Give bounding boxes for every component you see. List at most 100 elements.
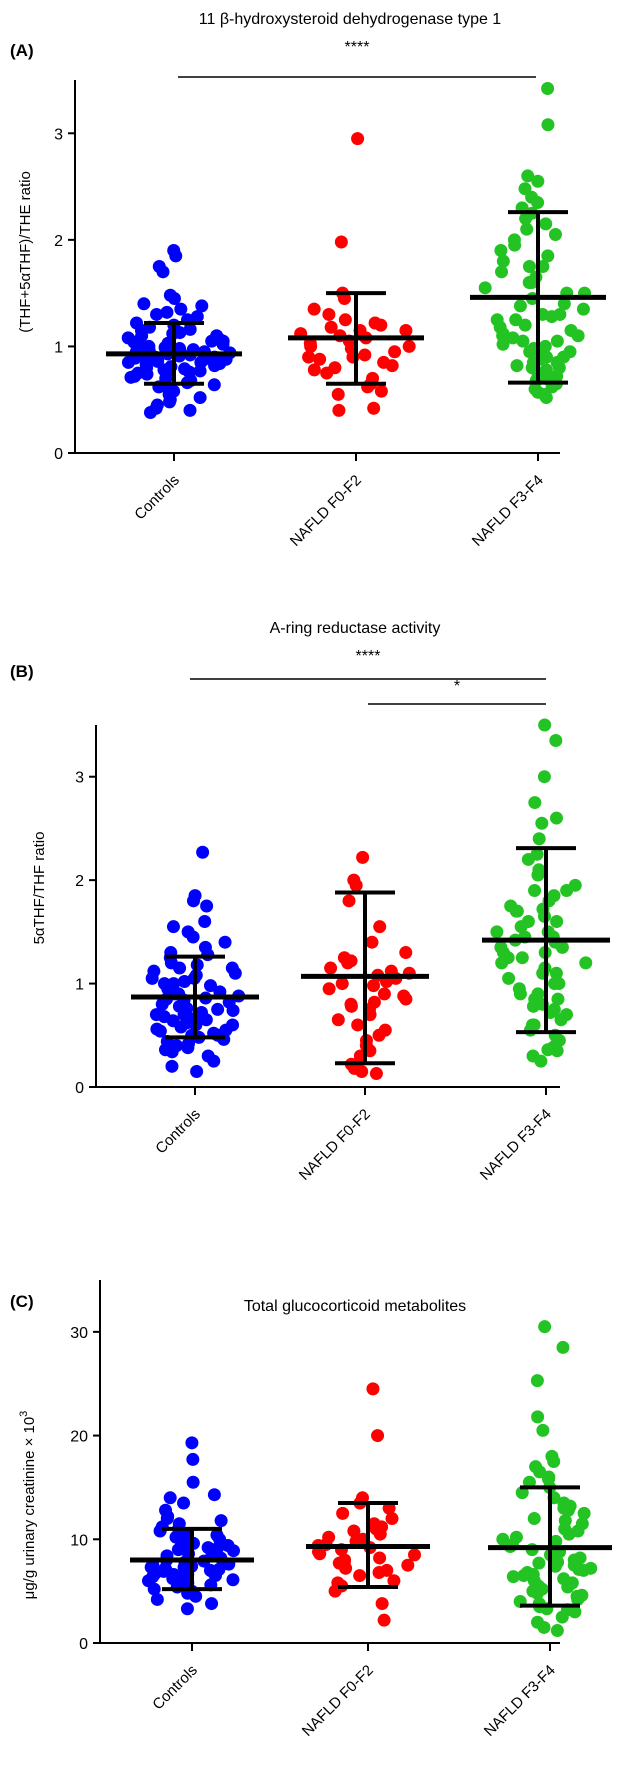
data-point: [226, 1018, 240, 1032]
panel-a-title: 11 β-hydroxysteroid dehydrogenase type 1: [199, 11, 502, 28]
data-point: [153, 1524, 167, 1538]
data-point: [177, 975, 191, 989]
data-point: [563, 1499, 577, 1513]
data-point: [173, 961, 187, 975]
data-point: [322, 982, 336, 996]
data-point: [571, 329, 585, 343]
data-point: [528, 796, 542, 810]
data-point: [385, 1512, 399, 1526]
data-point: [181, 1041, 195, 1055]
category-label: NAFLD F3-F4: [477, 1106, 555, 1184]
data-point: [526, 1018, 540, 1032]
data-point: [201, 948, 215, 962]
data-point: [163, 395, 177, 409]
panel-letter-b: (B): [10, 662, 34, 681]
data-point: [377, 987, 391, 1001]
panel-c-title: Total glucocorticoid metabolites: [244, 1298, 466, 1315]
data-point: [374, 318, 388, 332]
data-point: [373, 1551, 387, 1565]
data-point: [142, 339, 156, 353]
data-point: [374, 384, 388, 398]
data-point: [332, 403, 346, 417]
data-point: [358, 348, 372, 362]
data-point: [514, 920, 528, 934]
data-point: [521, 169, 535, 183]
data-point: [153, 1024, 167, 1038]
data-point: [150, 307, 164, 321]
data-point: [186, 930, 200, 944]
category-label: NAFLD F0-F2: [287, 472, 365, 550]
data-point: [177, 1008, 191, 1022]
data-point: [478, 281, 492, 295]
category-label: Controls: [149, 1662, 201, 1714]
data-point: [515, 951, 529, 965]
data-point: [490, 925, 504, 939]
data-point: [528, 883, 542, 897]
data-point: [531, 987, 545, 1001]
data-point: [205, 334, 219, 348]
data-point: [200, 899, 214, 913]
significance-label: ****: [345, 39, 370, 56]
data-point: [510, 359, 524, 373]
data-point: [541, 118, 555, 132]
data-point: [207, 1054, 221, 1068]
data-point: [551, 992, 565, 1006]
data-point: [190, 1064, 204, 1078]
data-point: [388, 345, 402, 359]
data-point: [550, 1044, 564, 1058]
data-point: [495, 265, 509, 279]
data-point: [211, 1002, 225, 1016]
data-point: [369, 1067, 383, 1081]
data-point: [539, 391, 553, 405]
data-point: [366, 1382, 380, 1396]
data-point: [577, 1506, 591, 1520]
data-point: [372, 1028, 386, 1042]
data-point: [347, 1524, 361, 1538]
data-point: [541, 249, 555, 263]
data-point: [313, 352, 327, 366]
significance-label: *: [454, 678, 460, 695]
data-point: [509, 1530, 523, 1544]
data-point: [536, 1423, 550, 1437]
data-point: [561, 1580, 575, 1594]
data-point: [537, 1620, 551, 1634]
data-point: [538, 1320, 552, 1334]
data-point: [207, 378, 221, 392]
data-point: [156, 265, 170, 279]
data-point: [210, 1528, 224, 1542]
data-point: [226, 1573, 240, 1587]
data-point: [527, 1512, 541, 1526]
data-point: [137, 297, 151, 311]
data-point: [520, 222, 534, 236]
data-point: [537, 770, 551, 784]
data-point: [554, 1013, 568, 1027]
data-point: [525, 361, 539, 375]
data-point: [341, 956, 355, 970]
data-point: [555, 940, 569, 954]
data-point: [210, 1542, 224, 1556]
data-point: [522, 260, 536, 273]
data-point: [169, 249, 183, 263]
data-point: [143, 406, 157, 420]
category-label: Controls: [131, 472, 183, 524]
data-point: [532, 832, 546, 846]
data-point: [375, 1520, 389, 1534]
data-point: [196, 845, 210, 859]
data-point: [549, 966, 563, 980]
data-point: [531, 174, 545, 188]
data-point: [331, 1013, 345, 1027]
data-point: [180, 1602, 194, 1616]
data-point: [525, 275, 539, 289]
data-point: [513, 987, 527, 1001]
y-tick-label: 0: [75, 1080, 84, 1097]
data-point: [225, 961, 239, 975]
category-label: NAFLD F0-F2: [296, 1106, 374, 1184]
data-point: [183, 403, 197, 417]
data-point: [324, 320, 338, 334]
y-tick-label: 20: [70, 1429, 88, 1446]
data-point: [351, 1018, 365, 1032]
data-point: [377, 1613, 391, 1627]
data-point: [165, 1059, 179, 1073]
panel-a: (A) 11 β-hydroxysteroid dehydrogenase ty…: [10, 11, 606, 550]
